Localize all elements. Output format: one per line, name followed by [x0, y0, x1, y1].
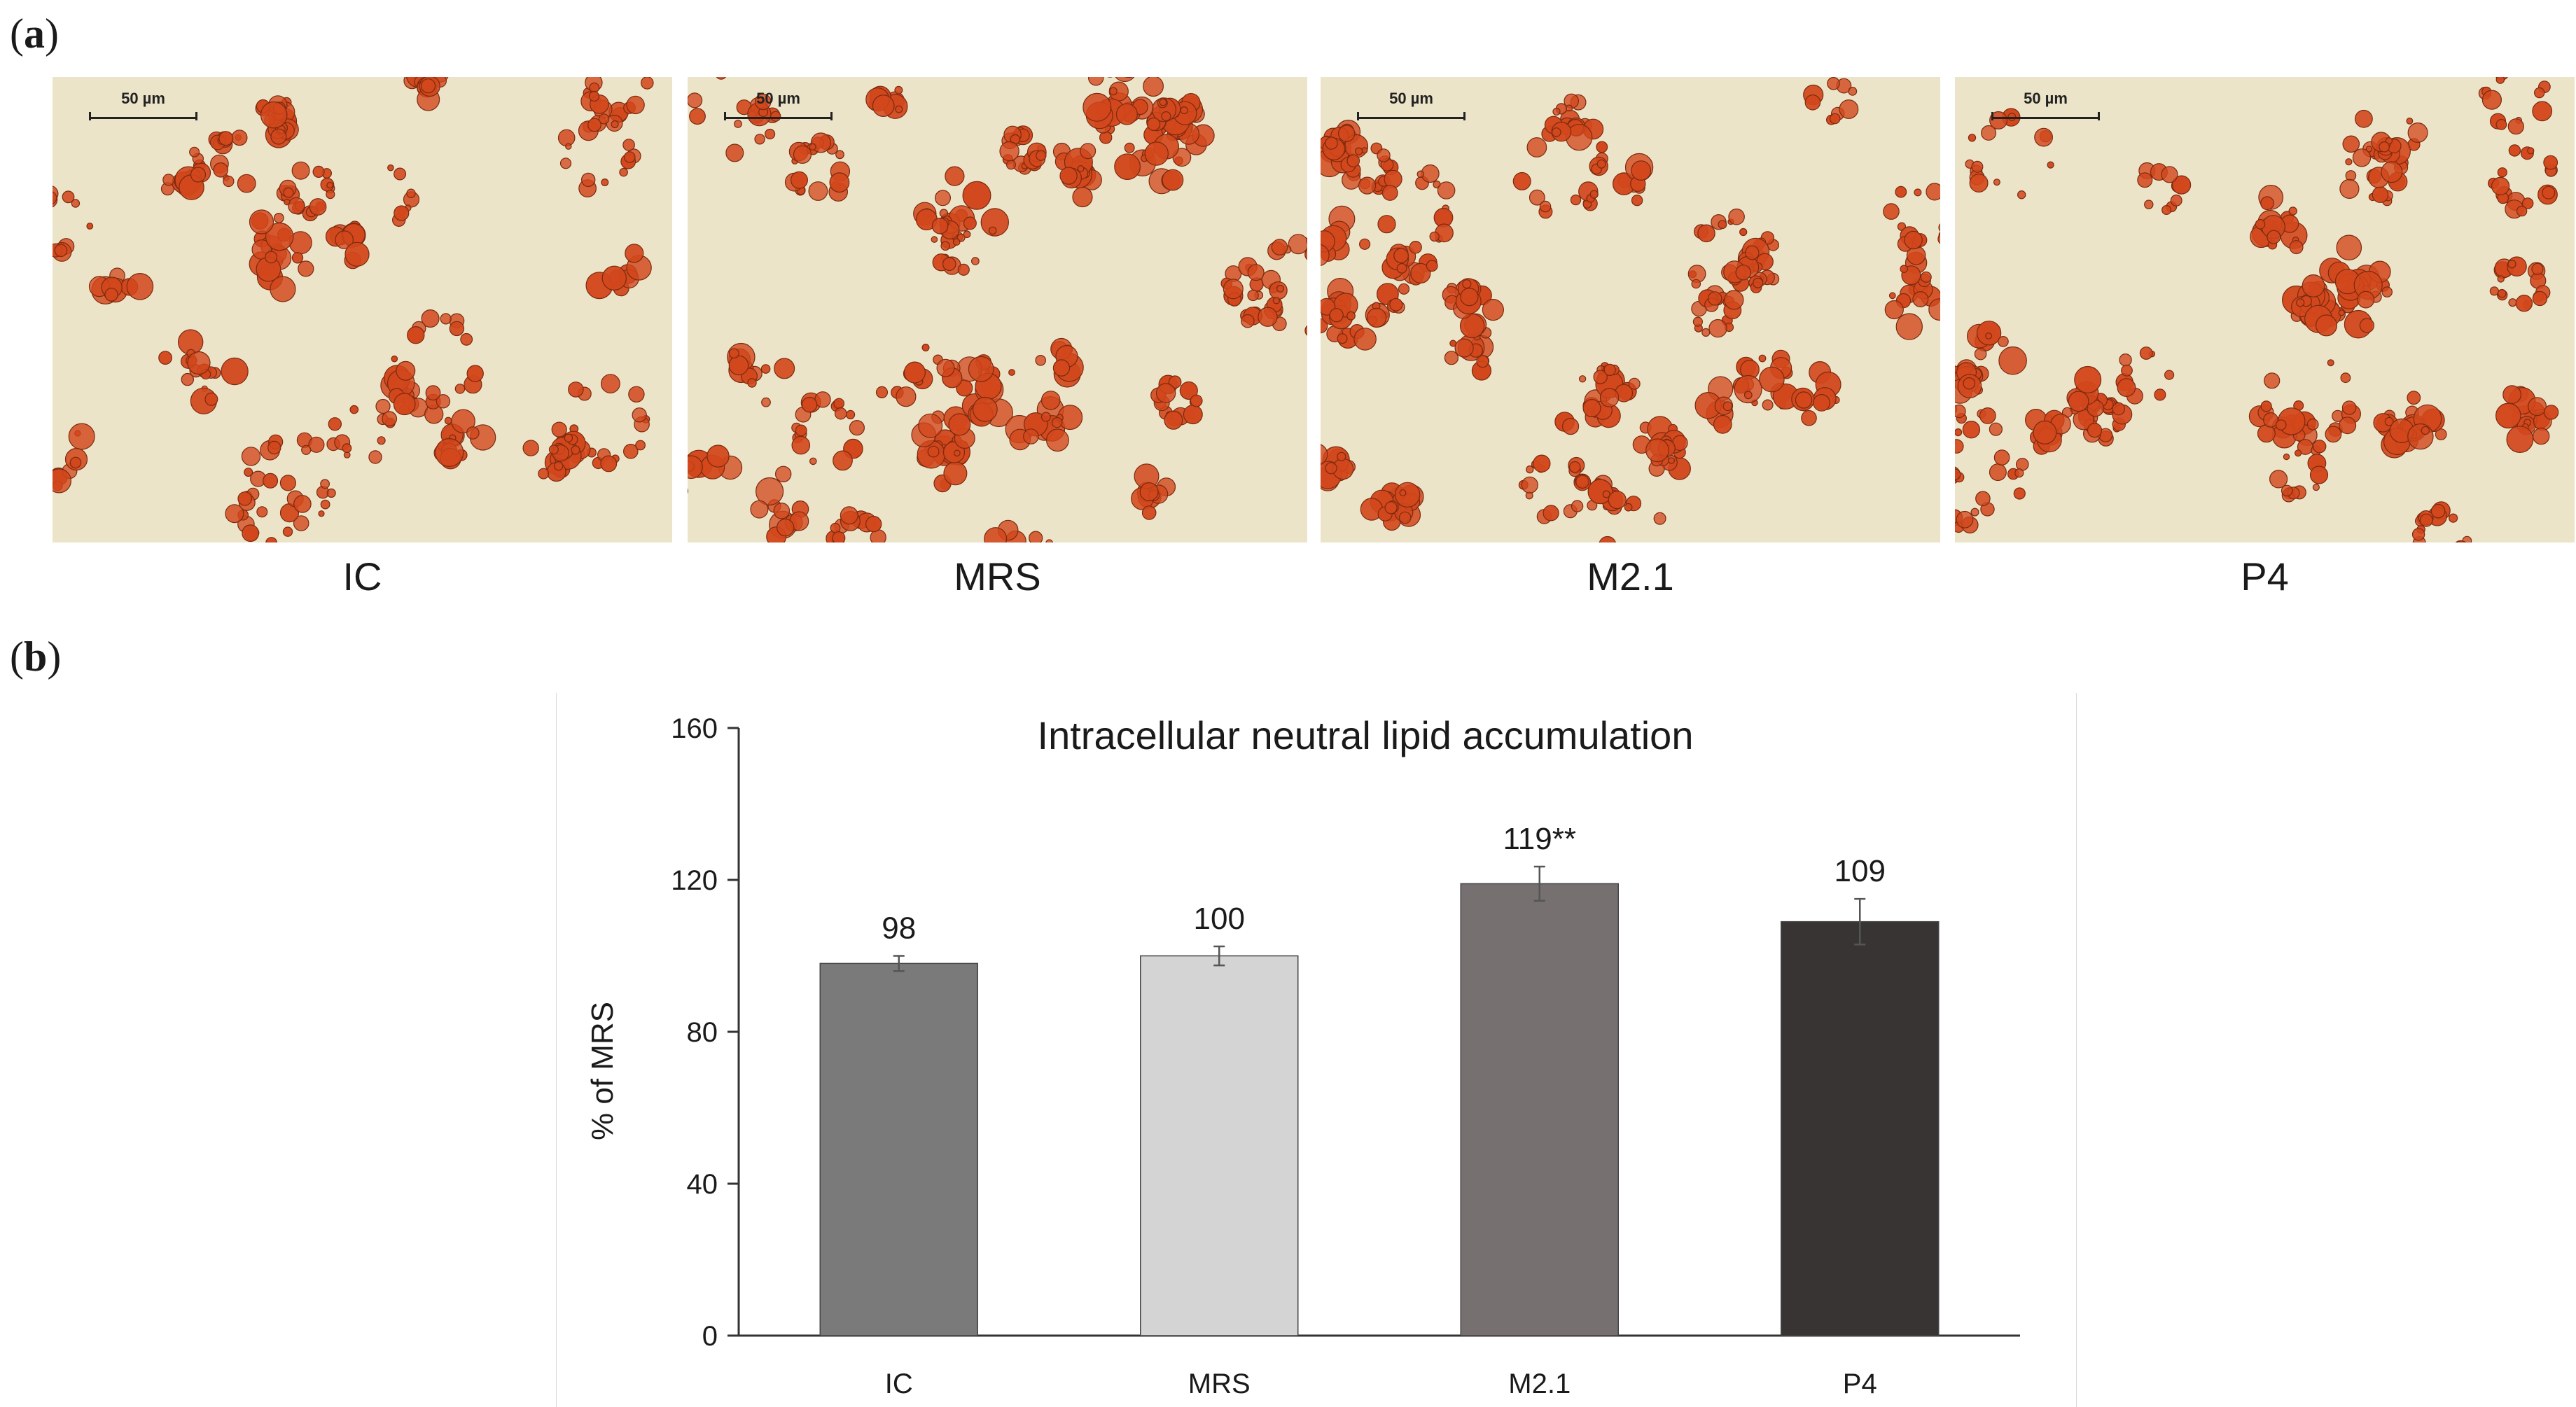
- data-label-mrs: 100: [1194, 902, 1245, 936]
- micrograph-caption-ic: IC: [342, 554, 382, 598]
- scale-bar: 50 µm: [89, 90, 197, 120]
- micrograph-m21-image: [1321, 77, 1940, 542]
- panel-label-a: (a): [10, 10, 59, 57]
- y-tick-label: 160: [671, 713, 718, 744]
- y-tick-label: 0: [702, 1321, 718, 1352]
- panel-label-b: (b): [10, 634, 62, 680]
- x-tick-label-p4: P4: [1843, 1368, 1877, 1399]
- bar-m21: [1460, 883, 1619, 1336]
- micrograph-caption-p4: P4: [2241, 554, 2289, 598]
- bar-chart: Intracellular neutral lipid accumulation…: [585, 713, 2020, 1399]
- scale-bar: 50 µm: [1991, 90, 2100, 120]
- x-tick-label-ic: IC: [885, 1368, 913, 1399]
- y-tick-label: 120: [671, 865, 718, 896]
- bar-mrs: [1140, 955, 1299, 1336]
- x-tick-label-m21: M2.1: [1508, 1368, 1571, 1399]
- scale-bar: 50 µm: [724, 90, 833, 120]
- chart-title: Intracellular neutral lipid accumulation: [1038, 713, 1694, 757]
- bar-ic: [819, 962, 978, 1336]
- bar-p4: [1781, 920, 1940, 1336]
- data-label-m21: 119**: [1503, 822, 1576, 856]
- micrograph-caption-m21: M2.1: [1587, 554, 1674, 598]
- data-label-p4: 109: [1834, 854, 1886, 888]
- x-tick-label-mrs: MRS: [1188, 1368, 1251, 1399]
- micrograph-ic: 50 µm: [53, 77, 672, 542]
- y-tick-label: 40: [687, 1169, 718, 1200]
- chart-frame: Intracellular neutral lipid accumulation…: [556, 693, 2077, 1407]
- micrograph-p4-image: [1955, 77, 2575, 542]
- micrograph-ic-image: [53, 77, 672, 542]
- y-tick-label: 80: [687, 1017, 718, 1048]
- scale-bar: 50 µm: [1357, 90, 1465, 120]
- micrograph-mrs-image: [688, 77, 1307, 542]
- micrograph-mrs: 50 µm: [688, 77, 1307, 542]
- y-axis-label: % of MRS: [585, 1002, 620, 1140]
- micrograph-m21: 50 µm: [1321, 77, 1940, 542]
- data-label-ic: 98: [882, 911, 916, 946]
- micrograph-p4: 50 µm: [1955, 77, 2575, 542]
- micrograph-caption-mrs: MRS: [954, 554, 1041, 598]
